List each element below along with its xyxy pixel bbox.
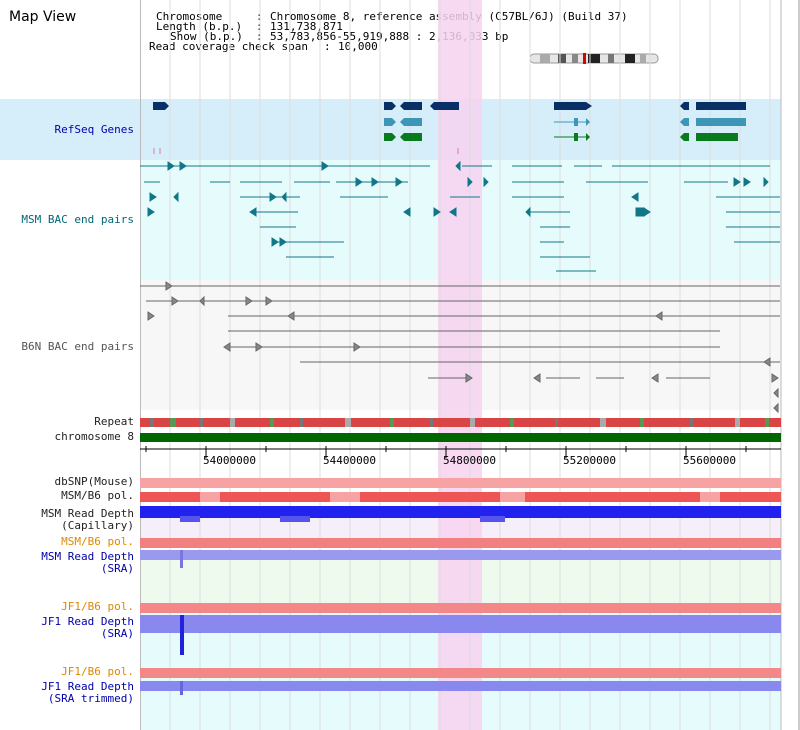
track-label-jf1-depth-trim-sub: (SRA trimmed) xyxy=(47,692,134,705)
refseq-genes xyxy=(153,102,746,154)
axis-tick-label: 55200000 xyxy=(563,454,616,467)
axis-tick-label: 54800000 xyxy=(443,454,496,467)
coverage-key: Read coverage check span xyxy=(149,40,308,53)
colon-2: : xyxy=(256,20,263,33)
msm-b6-pol-bar-1 xyxy=(140,492,781,502)
track-label-jf1-depth-sra[interactable]: JF1 Read Depth xyxy=(41,615,134,628)
page-title: Map View xyxy=(9,9,77,25)
colon-1: : xyxy=(256,10,263,23)
track-label-jf1-depth-trim[interactable]: JF1 Read Depth xyxy=(41,680,134,693)
track-label-msm-b6-pol[interactable]: MSM/B6 pol. xyxy=(61,489,134,502)
msm-bac-pairs xyxy=(140,160,780,272)
track-label-chromosome: chromosome 8 xyxy=(54,430,134,443)
msm-depth-sra xyxy=(140,550,781,560)
track-label-msm-depth-sra[interactable]: MSM Read Depth xyxy=(41,550,134,563)
msm-depth-capillary xyxy=(140,506,781,518)
track-label-msm-depth-sra-sub: (SRA) xyxy=(100,562,134,575)
jf1-b6-pol-bar-1 xyxy=(140,603,781,613)
chromosome-ideogram[interactable] xyxy=(528,52,662,66)
colon-3: : xyxy=(256,30,263,43)
length-value: 131,738,871 xyxy=(270,20,343,33)
coverage-value: 10,000 xyxy=(338,40,378,53)
length-key: Length (b.p.) xyxy=(156,20,243,33)
position-axis xyxy=(140,446,781,458)
track-label-jf1-b6-pol-2[interactable]: JF1/B6 pol. xyxy=(61,665,134,678)
repeat-track xyxy=(140,418,781,427)
track-label-refseq[interactable]: RefSeq Genes xyxy=(54,123,134,136)
b6n-bac-pairs xyxy=(140,281,780,414)
track-label-b6n-bac[interactable]: B6N BAC end pairs xyxy=(21,340,134,353)
axis-tick-label: 54400000 xyxy=(323,454,376,467)
track-label-repeat[interactable]: Repeat xyxy=(94,415,134,428)
axis-tick-label: 55600000 xyxy=(683,454,736,467)
msm-b6-pol-bar-2 xyxy=(140,538,781,548)
chromosome-key: Chromosome xyxy=(156,10,223,23)
dbsnp-bar xyxy=(140,478,781,488)
track-label-jf1-b6-pol[interactable]: JF1/B6 pol. xyxy=(61,600,134,613)
track-label-msm-bac[interactable]: MSM BAC end pairs xyxy=(21,213,134,226)
track-label-msm-b6-pol-2[interactable]: MSM/B6 pol. xyxy=(61,535,134,548)
jf1-depth-trimmed xyxy=(140,681,781,691)
track-label-msm-depth-cap[interactable]: MSM Read Depth xyxy=(41,507,134,520)
colon-4: : xyxy=(324,40,331,53)
show-key: Show (b.p.) xyxy=(170,30,243,43)
axis-tick-label: 54000000 xyxy=(203,454,256,467)
chromosome-bar xyxy=(140,433,781,442)
jf1-b6-pol-bar-2 xyxy=(140,668,781,678)
jf1-depth-sra xyxy=(140,615,781,633)
track-label-dbsnp[interactable]: dbSNP(Mouse) xyxy=(54,475,134,488)
track-label-msm-depth-cap-sub: (Capillary) xyxy=(61,519,134,532)
track-label-jf1-depth-sra-sub: (SRA) xyxy=(100,627,134,640)
